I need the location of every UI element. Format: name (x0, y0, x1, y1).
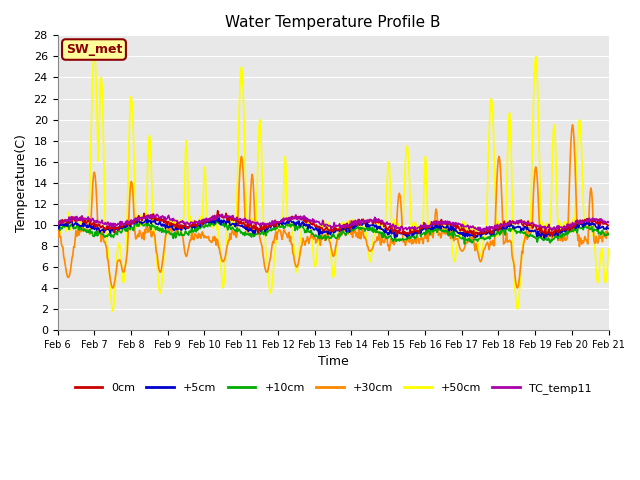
Text: SW_met: SW_met (66, 43, 122, 56)
Legend: 0cm, +5cm, +10cm, +30cm, +50cm, TC_temp11: 0cm, +5cm, +10cm, +30cm, +50cm, TC_temp1… (70, 379, 596, 398)
X-axis label: Time: Time (317, 355, 348, 369)
Title: Water Temperature Profile B: Water Temperature Profile B (225, 15, 441, 30)
Y-axis label: Temperature(C): Temperature(C) (15, 134, 28, 232)
